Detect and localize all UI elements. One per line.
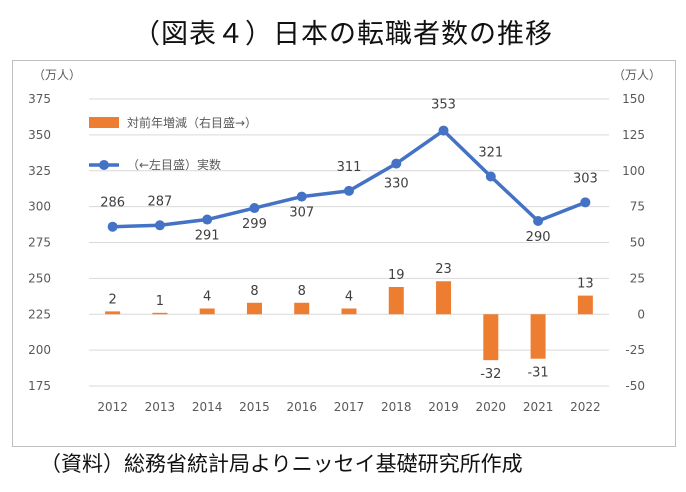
bar (341, 308, 357, 315)
line-data-label: 330 (384, 177, 409, 192)
right-axis-tick-label: -25 (625, 343, 645, 357)
x-axis-tick-label: 2017 (334, 400, 365, 414)
x-axis-tick-label: 2016 (286, 400, 317, 414)
right-axis-tick-label: 0 (637, 307, 645, 321)
bar (294, 302, 310, 315)
left-axis-tick-label: 175 (28, 379, 51, 393)
line-data-label: 291 (195, 229, 220, 244)
x-axis-tick-label: 2022 (570, 400, 601, 414)
series-line (112, 128, 587, 229)
line-data-label: 303 (573, 171, 598, 186)
left-axis-tick-label: 250 (28, 271, 51, 285)
legend-line-marker (99, 160, 109, 170)
chart-frame: 375 350 325 300 275 250 225 200 175 150 125 100 75 50… (12, 60, 676, 447)
right-axis-tick-label: 25 (630, 271, 645, 285)
bar (577, 295, 593, 315)
line-point (580, 197, 591, 208)
line-point (202, 214, 213, 225)
line-point (438, 125, 449, 136)
line-point (296, 191, 307, 202)
x-axis-tick-label: 2014 (192, 400, 223, 414)
line-point (154, 220, 165, 231)
line-data-label: 311 (337, 160, 362, 175)
left-axis-tick-label: 300 (28, 200, 51, 214)
right-axis-tick-label: 50 (630, 236, 645, 250)
left-axis-unit: （万人） (33, 68, 81, 82)
bar-data-label: 23 (435, 262, 452, 277)
bar-data-label: 13 (577, 277, 594, 292)
bar-data-label: 1 (156, 294, 164, 309)
bar (199, 308, 215, 315)
left-axis-tick-label: 275 (28, 236, 51, 250)
bar (530, 314, 546, 359)
line-point (344, 185, 354, 196)
x-axis-tick-label: 2013 (145, 400, 176, 414)
left-axis-tick-label: 325 (28, 164, 51, 178)
x-axis-tick-label: 2021 (523, 400, 554, 414)
bar-data-label: -32 (480, 367, 501, 382)
line-data-label: 307 (289, 206, 314, 221)
legend-bar-label: 対前年増減（右目盛→） (127, 115, 257, 130)
left-axis-tick-label: 225 (28, 307, 51, 321)
right-axis-tick-label: -50 (625, 379, 645, 393)
bar-data-label: -31 (527, 366, 548, 381)
legend-bar-swatch (89, 117, 119, 128)
left-axis-tick-label: 200 (28, 343, 51, 357)
line-data-label: 321 (478, 145, 503, 160)
line-point (485, 171, 496, 182)
bar (388, 286, 404, 315)
right-axis-tick-label: 75 (630, 200, 645, 214)
line-point (391, 158, 402, 169)
legend-line-label: （←左目盛）実数 (127, 157, 221, 172)
left-axis-tick-label: 375 (28, 92, 51, 106)
x-axis-tick-label: 2012 (97, 400, 128, 414)
chart-svg: 3753503253002752502252001751501251007550… (28, 68, 661, 414)
bar-data-label: 2 (108, 292, 116, 307)
bar (246, 302, 262, 315)
line-point (533, 215, 544, 226)
bar (483, 314, 499, 361)
x-axis-tick-label: 2015 (239, 400, 270, 414)
x-axis-tick-label: 2020 (476, 400, 507, 414)
bar-data-label: 8 (298, 284, 306, 299)
x-axis-tick-label: 2019 (428, 400, 459, 414)
bar (436, 281, 452, 315)
line-data-label: 290 (526, 230, 551, 245)
right-axis-tick-label: 100 (622, 164, 645, 178)
right-axis-unit: （万人） (613, 68, 661, 82)
page-title: （図表４）日本の転職者数の推移 (133, 19, 553, 50)
line-data-label: 286 (100, 196, 125, 211)
left-axis-tick-label: 350 (28, 128, 51, 142)
bar-data-label: 8 (250, 284, 258, 299)
source-note: （資料）総務省統計局よりニッセイ基礎研究所作成 (40, 452, 523, 476)
bar-data-label: 19 (388, 268, 405, 283)
right-axis-tick-label: 125 (622, 128, 645, 142)
line-data-label: 353 (431, 98, 456, 113)
line-point (249, 203, 260, 214)
bar (152, 312, 168, 315)
line-data-label: 299 (242, 217, 267, 232)
bar-data-label: 4 (345, 290, 353, 305)
line-point (107, 221, 118, 232)
bar (105, 311, 121, 315)
x-axis-tick-label: 2018 (381, 400, 412, 414)
line-data-label: 287 (147, 194, 172, 209)
right-axis-tick-label: 150 (622, 92, 645, 106)
bar-data-label: 4 (203, 290, 211, 305)
